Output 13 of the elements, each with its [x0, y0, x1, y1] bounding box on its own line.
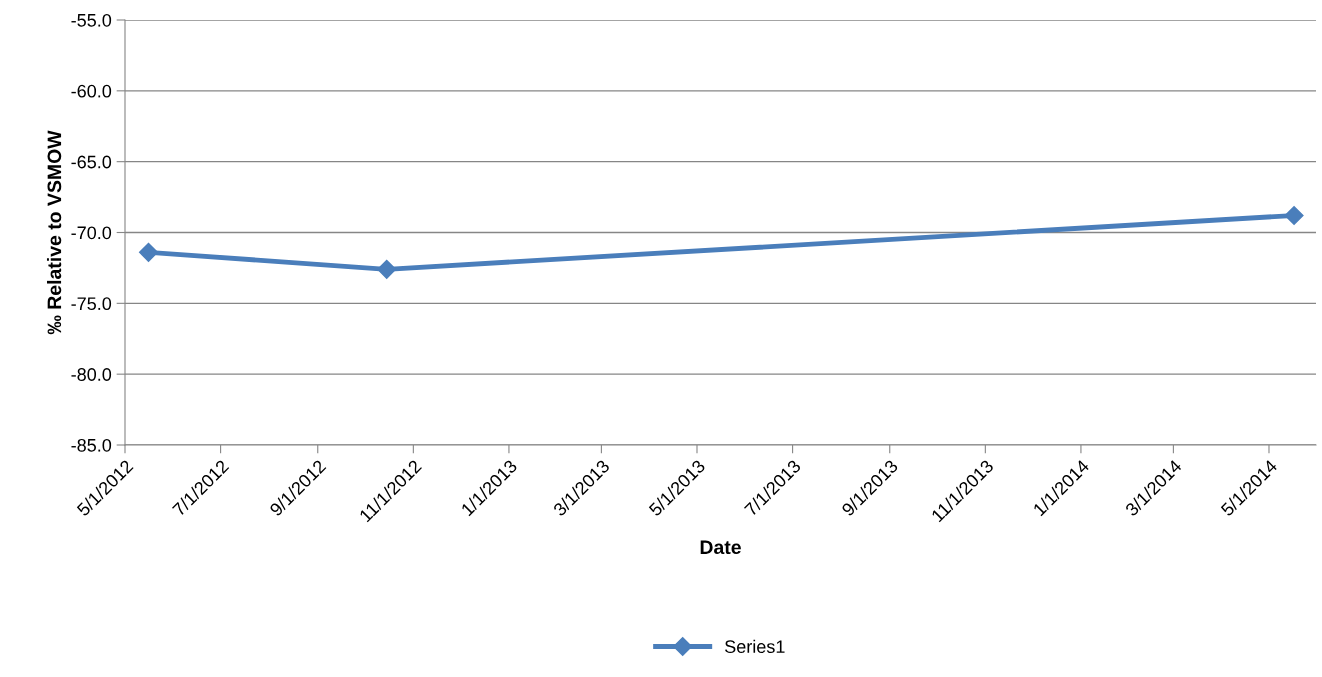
legend-label: Series1	[725, 639, 785, 654]
point	[138, 242, 159, 262]
y-tick-label: -80.0	[71, 368, 112, 381]
y-axis-title: ‰ Relative to VSMOW	[46, 130, 62, 335]
point	[377, 259, 397, 279]
y-tick-label: -70.0	[71, 226, 112, 240]
y-tick-label: -60.0	[71, 84, 112, 98]
y-tick-label: -55.0	[71, 13, 112, 27]
y-tick-label: -85.0	[71, 438, 112, 452]
point	[1284, 205, 1304, 226]
y-tick-label: -75.0	[71, 297, 112, 311]
y-tick-label: -65.0	[71, 155, 112, 169]
x-axis-title: Date	[700, 540, 741, 555]
